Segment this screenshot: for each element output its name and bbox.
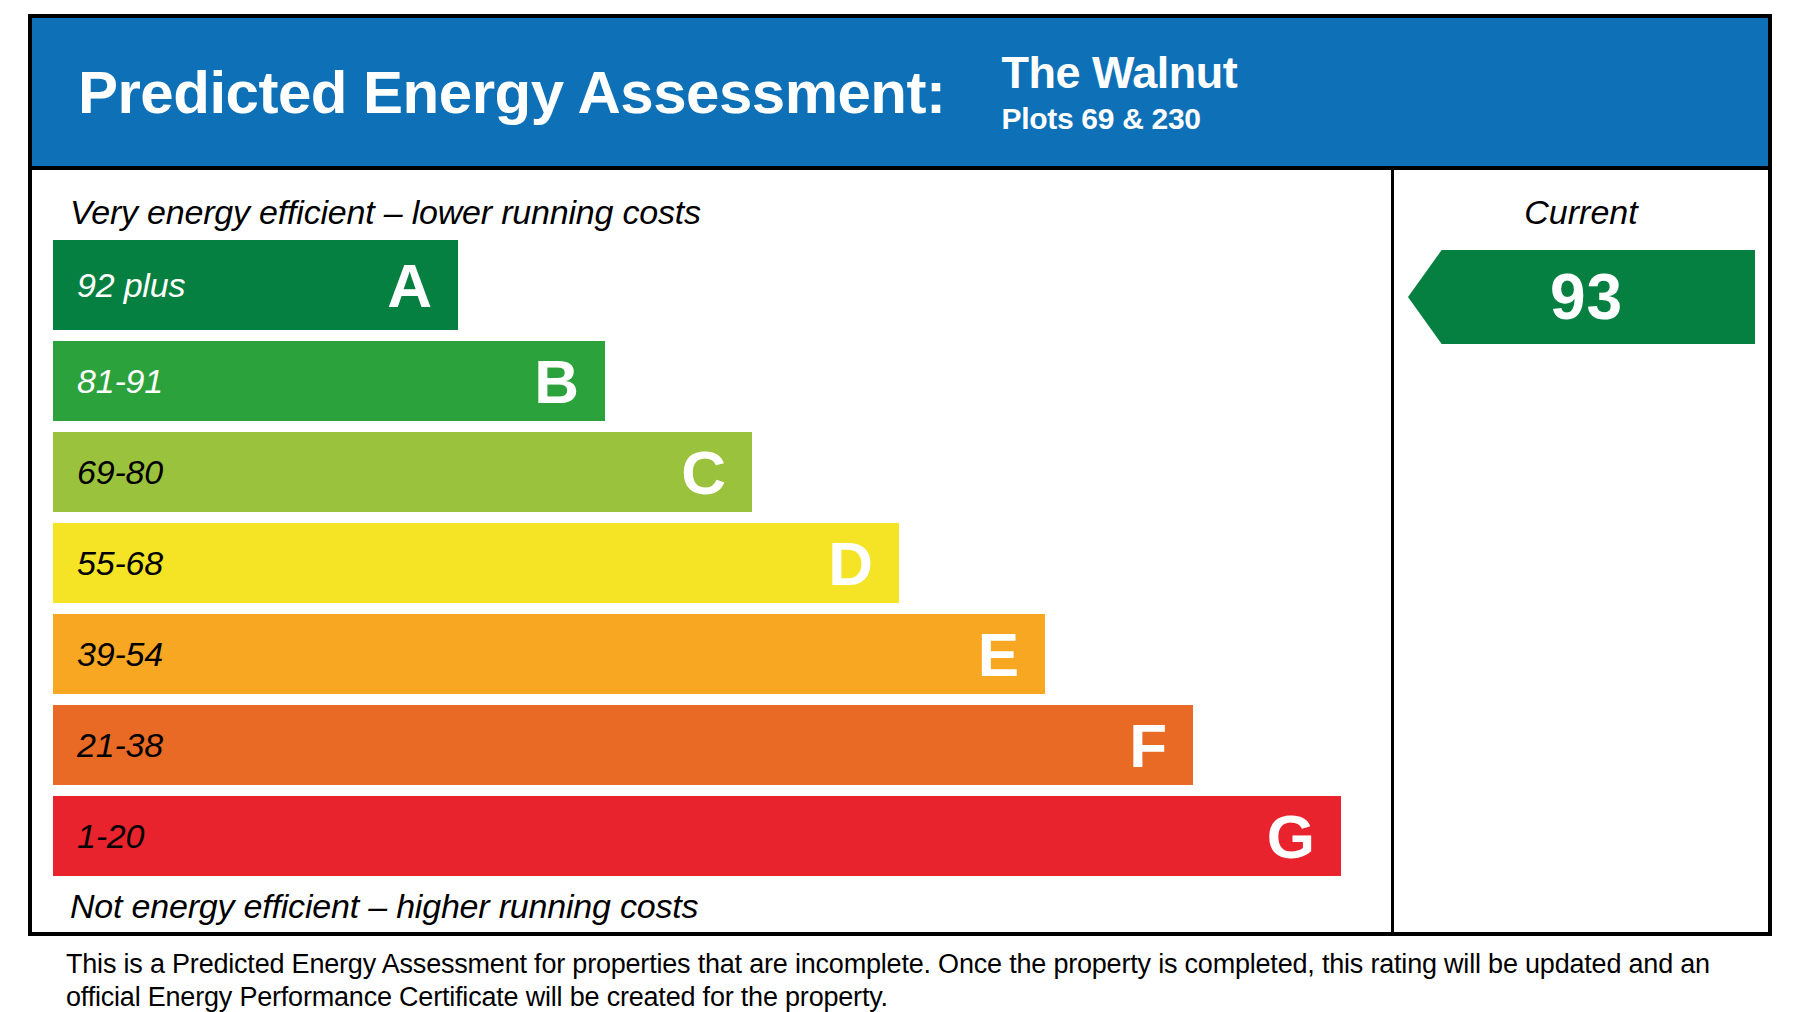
epc-band-row-e: 39-54 E — [53, 614, 1045, 694]
current-rating-arrow: 93 — [1408, 250, 1755, 344]
band-letter: C — [681, 437, 752, 508]
current-rating-panel: Current 93 — [1391, 170, 1768, 932]
band-letter: D — [828, 528, 899, 599]
page-title: Predicted Energy Assessment: — [32, 58, 945, 127]
disclaimer-text: This is a Predicted Energy Assessment fo… — [66, 948, 1756, 1012]
epc-band-row-g: 1-20 G — [53, 796, 1341, 876]
epc-band-row-d: 55-68 D — [53, 523, 899, 603]
band-range-label: 21-38 — [53, 726, 163, 765]
current-column-label: Current — [1394, 186, 1768, 238]
band-range-label: 1-20 — [53, 817, 144, 856]
band-letter: F — [1129, 710, 1193, 781]
certificate-body: Very energy efficient – lower running co… — [32, 170, 1768, 932]
band-range-label: 55-68 — [53, 544, 163, 583]
band-letter: B — [534, 346, 605, 417]
band-range-label: 92 plus — [53, 266, 185, 305]
epc-band-row-c: 69-80 C — [53, 432, 752, 512]
bottom-caption: Not energy efficient – higher running co… — [70, 887, 1391, 926]
top-caption: Very energy efficient – lower running co… — [70, 186, 1391, 238]
band-letter: E — [978, 619, 1045, 690]
band-range-label: 69-80 — [53, 453, 163, 492]
certificate-box: Predicted Energy Assessment: The Walnut … — [28, 14, 1772, 936]
property-block: The Walnut Plots 69 & 230 — [1001, 48, 1237, 136]
epc-band-row-f: 21-38 F — [53, 705, 1193, 785]
property-plots: Plots 69 & 230 — [1001, 102, 1237, 136]
current-rating-value: 93 — [1540, 260, 1623, 334]
certificate-header: Predicted Energy Assessment: The Walnut … — [32, 18, 1768, 170]
epc-band-row-b: 81-91 B — [53, 341, 605, 421]
predicted-energy-assessment-page: Predicted Energy Assessment: The Walnut … — [0, 0, 1800, 1012]
rating-scale-panel: Very energy efficient – lower running co… — [32, 170, 1391, 932]
band-range-label: 81-91 — [53, 362, 163, 401]
epc-band-row-a: 92 plus A — [53, 240, 458, 330]
band-letter: A — [387, 250, 458, 321]
band-range-label: 39-54 — [53, 635, 163, 674]
band-letter: G — [1267, 801, 1341, 872]
epc-bands: 92 plus A 81-91 B 69-80 C 55-68 D — [53, 240, 1391, 876]
property-name: The Walnut — [1001, 48, 1237, 98]
